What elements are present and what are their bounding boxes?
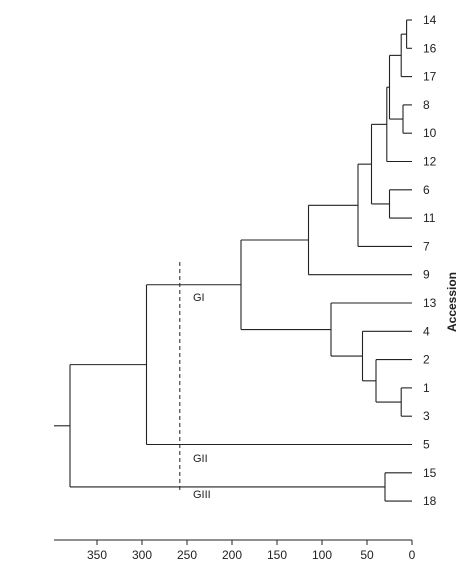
leaf-label-10: 10 bbox=[423, 126, 437, 140]
leaf-label-3: 3 bbox=[423, 409, 430, 423]
leaf-label-12: 12 bbox=[423, 155, 437, 169]
leaf-label-7: 7 bbox=[423, 239, 430, 253]
x-tick-label-100: 100 bbox=[312, 548, 332, 562]
leaf-label-4: 4 bbox=[423, 324, 430, 338]
leaf-label-8: 8 bbox=[423, 98, 430, 112]
x-tick-label-150: 150 bbox=[267, 548, 287, 562]
leaf-label-14: 14 bbox=[423, 13, 437, 27]
group-label-gi: GI bbox=[193, 292, 205, 304]
x-axis: 350 300 250 200 150 100 50 0 bbox=[54, 539, 416, 562]
leaf-label-17: 17 bbox=[423, 70, 437, 84]
x-tick-label-50: 50 bbox=[360, 548, 374, 562]
x-tick-label-0: 0 bbox=[409, 548, 416, 562]
leaf-label-11: 11 bbox=[423, 211, 436, 225]
leaf-label-6: 6 bbox=[423, 183, 430, 197]
leaf-label-1: 1 bbox=[423, 381, 430, 395]
leaf-label-2: 2 bbox=[423, 353, 430, 367]
x-tick-label-300: 300 bbox=[132, 548, 152, 562]
leaf-label-16: 16 bbox=[423, 41, 437, 55]
x-tick-label-250: 250 bbox=[177, 548, 197, 562]
leaf-label-13: 13 bbox=[423, 296, 437, 310]
leaf-label-5: 5 bbox=[423, 438, 430, 452]
group-label-gii: GII bbox=[193, 453, 208, 465]
dendrogram-branches bbox=[54, 19, 412, 502]
group-label-giii: GIII bbox=[193, 489, 211, 501]
x-tick-label-350: 350 bbox=[87, 548, 107, 562]
leaf-label-18: 18 bbox=[423, 494, 437, 508]
x-tick-label-200: 200 bbox=[222, 548, 242, 562]
group-labels: GI GII GIII bbox=[193, 292, 211, 501]
y-axis-title: Accession bbox=[445, 272, 459, 332]
leaf-label-15: 15 bbox=[423, 466, 437, 480]
leaf-label-9: 9 bbox=[423, 268, 430, 282]
